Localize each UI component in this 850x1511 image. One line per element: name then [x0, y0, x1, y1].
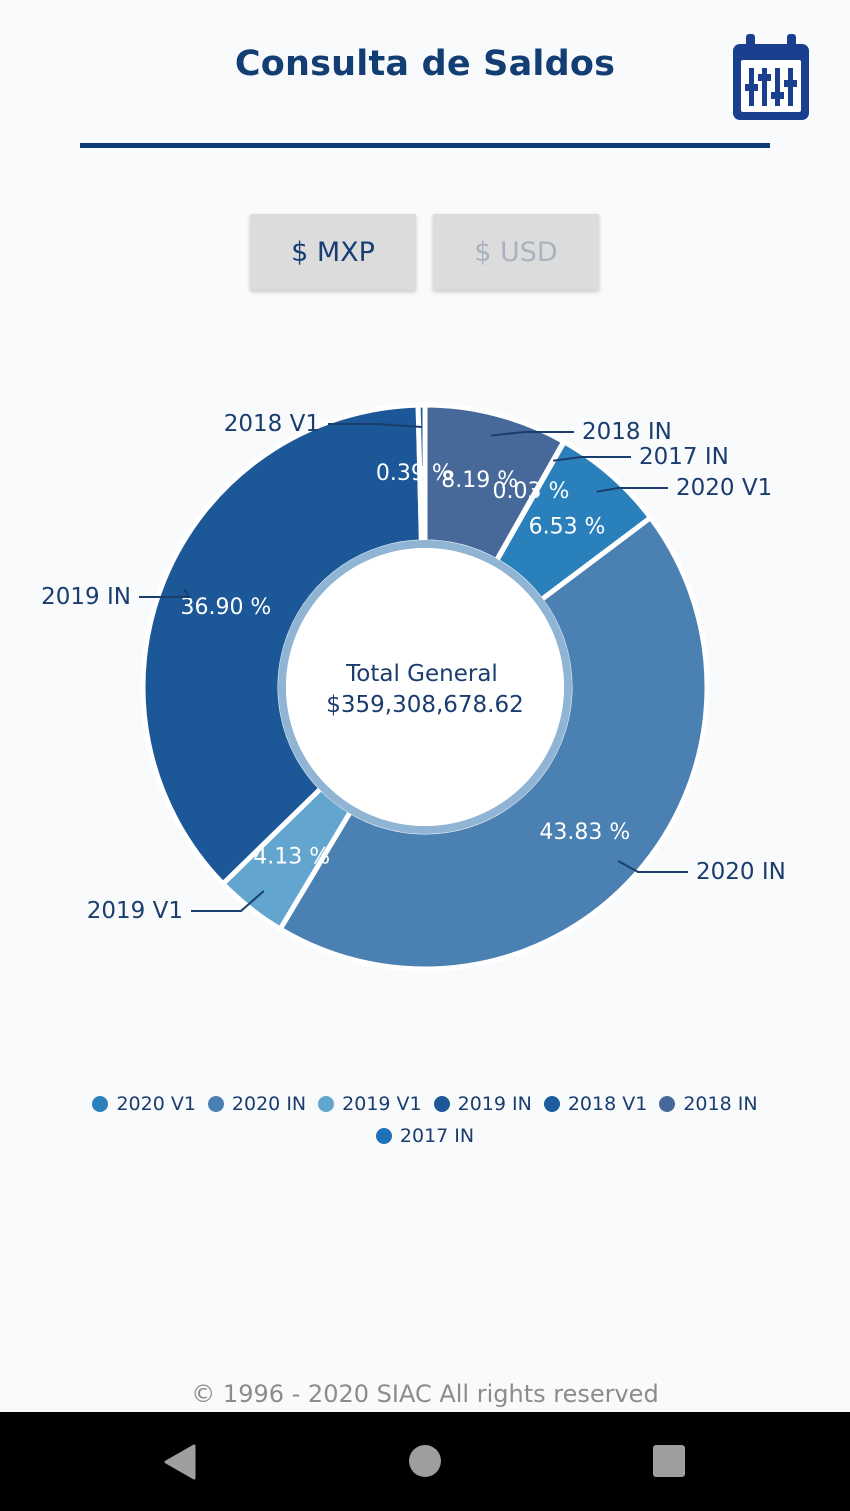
- legend-label: 2018 V1: [567, 1093, 648, 1115]
- slice-percent-2020-in: 43.83 %: [539, 820, 630, 845]
- legend-label: 2018 IN: [683, 1093, 758, 1115]
- inner-ring: [278, 540, 572, 834]
- callout-line-2017-in: [553, 456, 631, 462]
- callout-label-2020-in: 2020 IN: [696, 859, 786, 885]
- back-icon: [164, 1444, 196, 1480]
- chart-labels: 8.19 % 2018 IN 0.03 % 2017 IN 6.53 % 2020 V1 4…: [41, 411, 786, 924]
- currency-selector: $ MXP $ USD: [250, 214, 600, 292]
- currency-mxp-button[interactable]: $ MXP: [250, 214, 416, 290]
- slice-percent-2019-in: 36.90 %: [180, 595, 271, 620]
- callout-line-2018-v1: [328, 423, 422, 429]
- legend-item-2018-in[interactable]: 2018 IN: [659, 1088, 758, 1120]
- home-icon[interactable]: [409, 1445, 441, 1477]
- legend-item-2017-in[interactable]: 2017 IN: [375, 1120, 475, 1152]
- footer-copyright: © 1996 - 2020 SIAC All rights reserved: [191, 1380, 659, 1408]
- calendar-filter-button[interactable]: [730, 34, 812, 124]
- callout-label-2019-v1: 2019 V1: [87, 898, 183, 924]
- legend-dot-icon: [207, 1096, 224, 1112]
- legend-label: 2019 V1: [342, 1093, 422, 1115]
- slice-percent-2018-in: 8.19 %: [441, 468, 518, 493]
- legend-label: 2019 IN: [457, 1093, 532, 1115]
- nav-back-button[interactable]: [162, 1444, 196, 1480]
- legend-item-2019-v1[interactable]: 2019 V1: [318, 1088, 422, 1120]
- header-divider: [80, 143, 770, 148]
- legend-item-2020-v1[interactable]: 2020 V1: [92, 1088, 196, 1120]
- slice-percent-2017-in: 0.03 %: [493, 479, 570, 504]
- legend-label: 2020 V1: [116, 1093, 196, 1115]
- donut-chart: Total General $359,308,678.62 8.19 % 2018…: [41, 402, 786, 972]
- center-label: Total General: [345, 661, 498, 687]
- page-title: Consulta de Saldos: [234, 44, 616, 84]
- app-header: Consulta de Saldos: [0, 0, 850, 150]
- legend-item-2020-in[interactable]: 2020 IN: [207, 1088, 307, 1120]
- callout-line-2020-v1: [596, 487, 668, 493]
- callout-line-2019-v1: [191, 890, 265, 912]
- legend-item-2018-v1[interactable]: 2018 V1: [543, 1088, 648, 1120]
- legend-dot-icon: [433, 1096, 450, 1112]
- legend-dot-icon: [659, 1096, 676, 1112]
- slice-percent-2019-v1: 4.13 %: [253, 845, 330, 870]
- legend-dot-icon: [92, 1096, 109, 1112]
- legend-dot-icon: [375, 1128, 392, 1144]
- callout-label-2017-in: 2017 IN: [639, 444, 729, 470]
- callout-label-2019-in: 2019 IN: [41, 584, 131, 610]
- android-nav-bar: [0, 1412, 850, 1511]
- legend-item-2019-in[interactable]: 2019 IN: [433, 1088, 532, 1120]
- callout-line-2020-in: [617, 860, 688, 873]
- chart-legend: 2020 V1 2020 IN 2019 V1 2019 IN 2018 V1 2018 …: [60, 1088, 790, 1152]
- center-value: $359,308,678.62: [326, 692, 524, 718]
- recents-icon[interactable]: [653, 1445, 685, 1477]
- callout-label-2018-v1: 2018 V1: [224, 411, 320, 437]
- legend-dot-icon: [318, 1096, 335, 1112]
- currency-usd-button[interactable]: $ USD: [433, 214, 599, 290]
- slice-percent-2020-v1: 6.53 %: [529, 515, 606, 540]
- callout-line-2018-in: [491, 431, 574, 437]
- legend-dot-icon: [543, 1096, 560, 1112]
- calendar-filter-icon: [733, 34, 809, 120]
- legend-label: 2020 IN: [231, 1093, 307, 1115]
- legend-label: 2017 IN: [399, 1125, 475, 1147]
- callout-label-2018-in: 2018 IN: [582, 419, 672, 445]
- donut-hole: [286, 548, 564, 826]
- callout-label-2020-v1: 2020 V1: [676, 475, 772, 501]
- chart-slices: [140, 402, 710, 972]
- callout-line-2019-in: [139, 588, 191, 598]
- slice-percent-2018-v1: 0.39 %: [376, 461, 453, 486]
